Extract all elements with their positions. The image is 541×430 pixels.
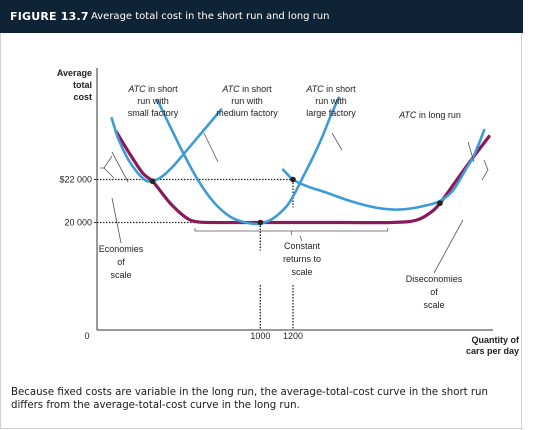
curve-label-line: medium factory [216,108,278,118]
x-axis-title-line: Quantity of [472,335,520,345]
economies-brace [100,155,115,179]
leader-long-run [467,141,475,163]
y-axis-title-line: total [73,80,92,90]
annotation-economies-line: of [117,257,125,267]
constant-pointer [299,235,303,242]
curve-label-line: ATC in short [127,84,178,94]
curve-label-line: ATC in long run [398,110,461,120]
curve-label-line: small factory [128,108,179,118]
figure-frame [0,33,522,429]
x-tick-label: 1200 [283,331,303,341]
annotation-diseconomies-line: Diseconomies [406,274,463,284]
curve-label-line: run with [137,96,169,106]
figure-header: FIGURE 13.7 Average total cost in the sh… [0,0,523,33]
origin-label: 0 [84,331,89,341]
curve-atc_medium [156,96,340,226]
tangency-point [437,200,443,206]
y-tick-label: $22 000 [59,175,92,185]
tangency-point [149,178,156,185]
leader-medium [203,132,219,163]
bottom-divider [0,428,523,429]
annotation-economies-line: Economies [99,244,144,254]
tangency-point [257,219,264,226]
annotation-diseconomies-line: scale [423,300,444,310]
annotation-diseconomies-line: of [430,287,438,297]
annotation-constant-line: scale [291,267,312,277]
tangency-point [290,176,296,183]
economies-pointer [111,197,122,244]
figure-caption: Because fixed costs are variable in the … [11,387,488,411]
curve-atc_large [281,128,486,211]
y-axis-title-line: cost [73,92,92,102]
annotation-constant-line: Constant [284,241,321,251]
constant-returns-brace [194,228,389,235]
annotation-economies-line: scale [110,270,131,280]
leader-large [331,132,343,151]
diseconomies-brace [481,159,489,181]
y-axis-title-line: Average [57,68,92,78]
figure-title: Average total cost in the short run and … [91,11,330,22]
curve-label-line: run with [315,96,347,106]
x-axis-title-line: cars per day [466,346,519,356]
curve-label-line: ATC in short [221,84,272,94]
curve-label-line: ATC in short [305,84,356,94]
y-tick-label: 20 000 [64,218,92,228]
figure-number: FIGURE 13.7 [10,10,89,23]
x-tick-label: 1000 [250,331,270,341]
curve-label-line: run with [231,96,263,106]
leader-small [111,151,129,183]
diseconomies-pointer [433,219,464,274]
curve-label-line: large factory [306,108,356,118]
annotation-constant-line: returns to [283,254,321,264]
